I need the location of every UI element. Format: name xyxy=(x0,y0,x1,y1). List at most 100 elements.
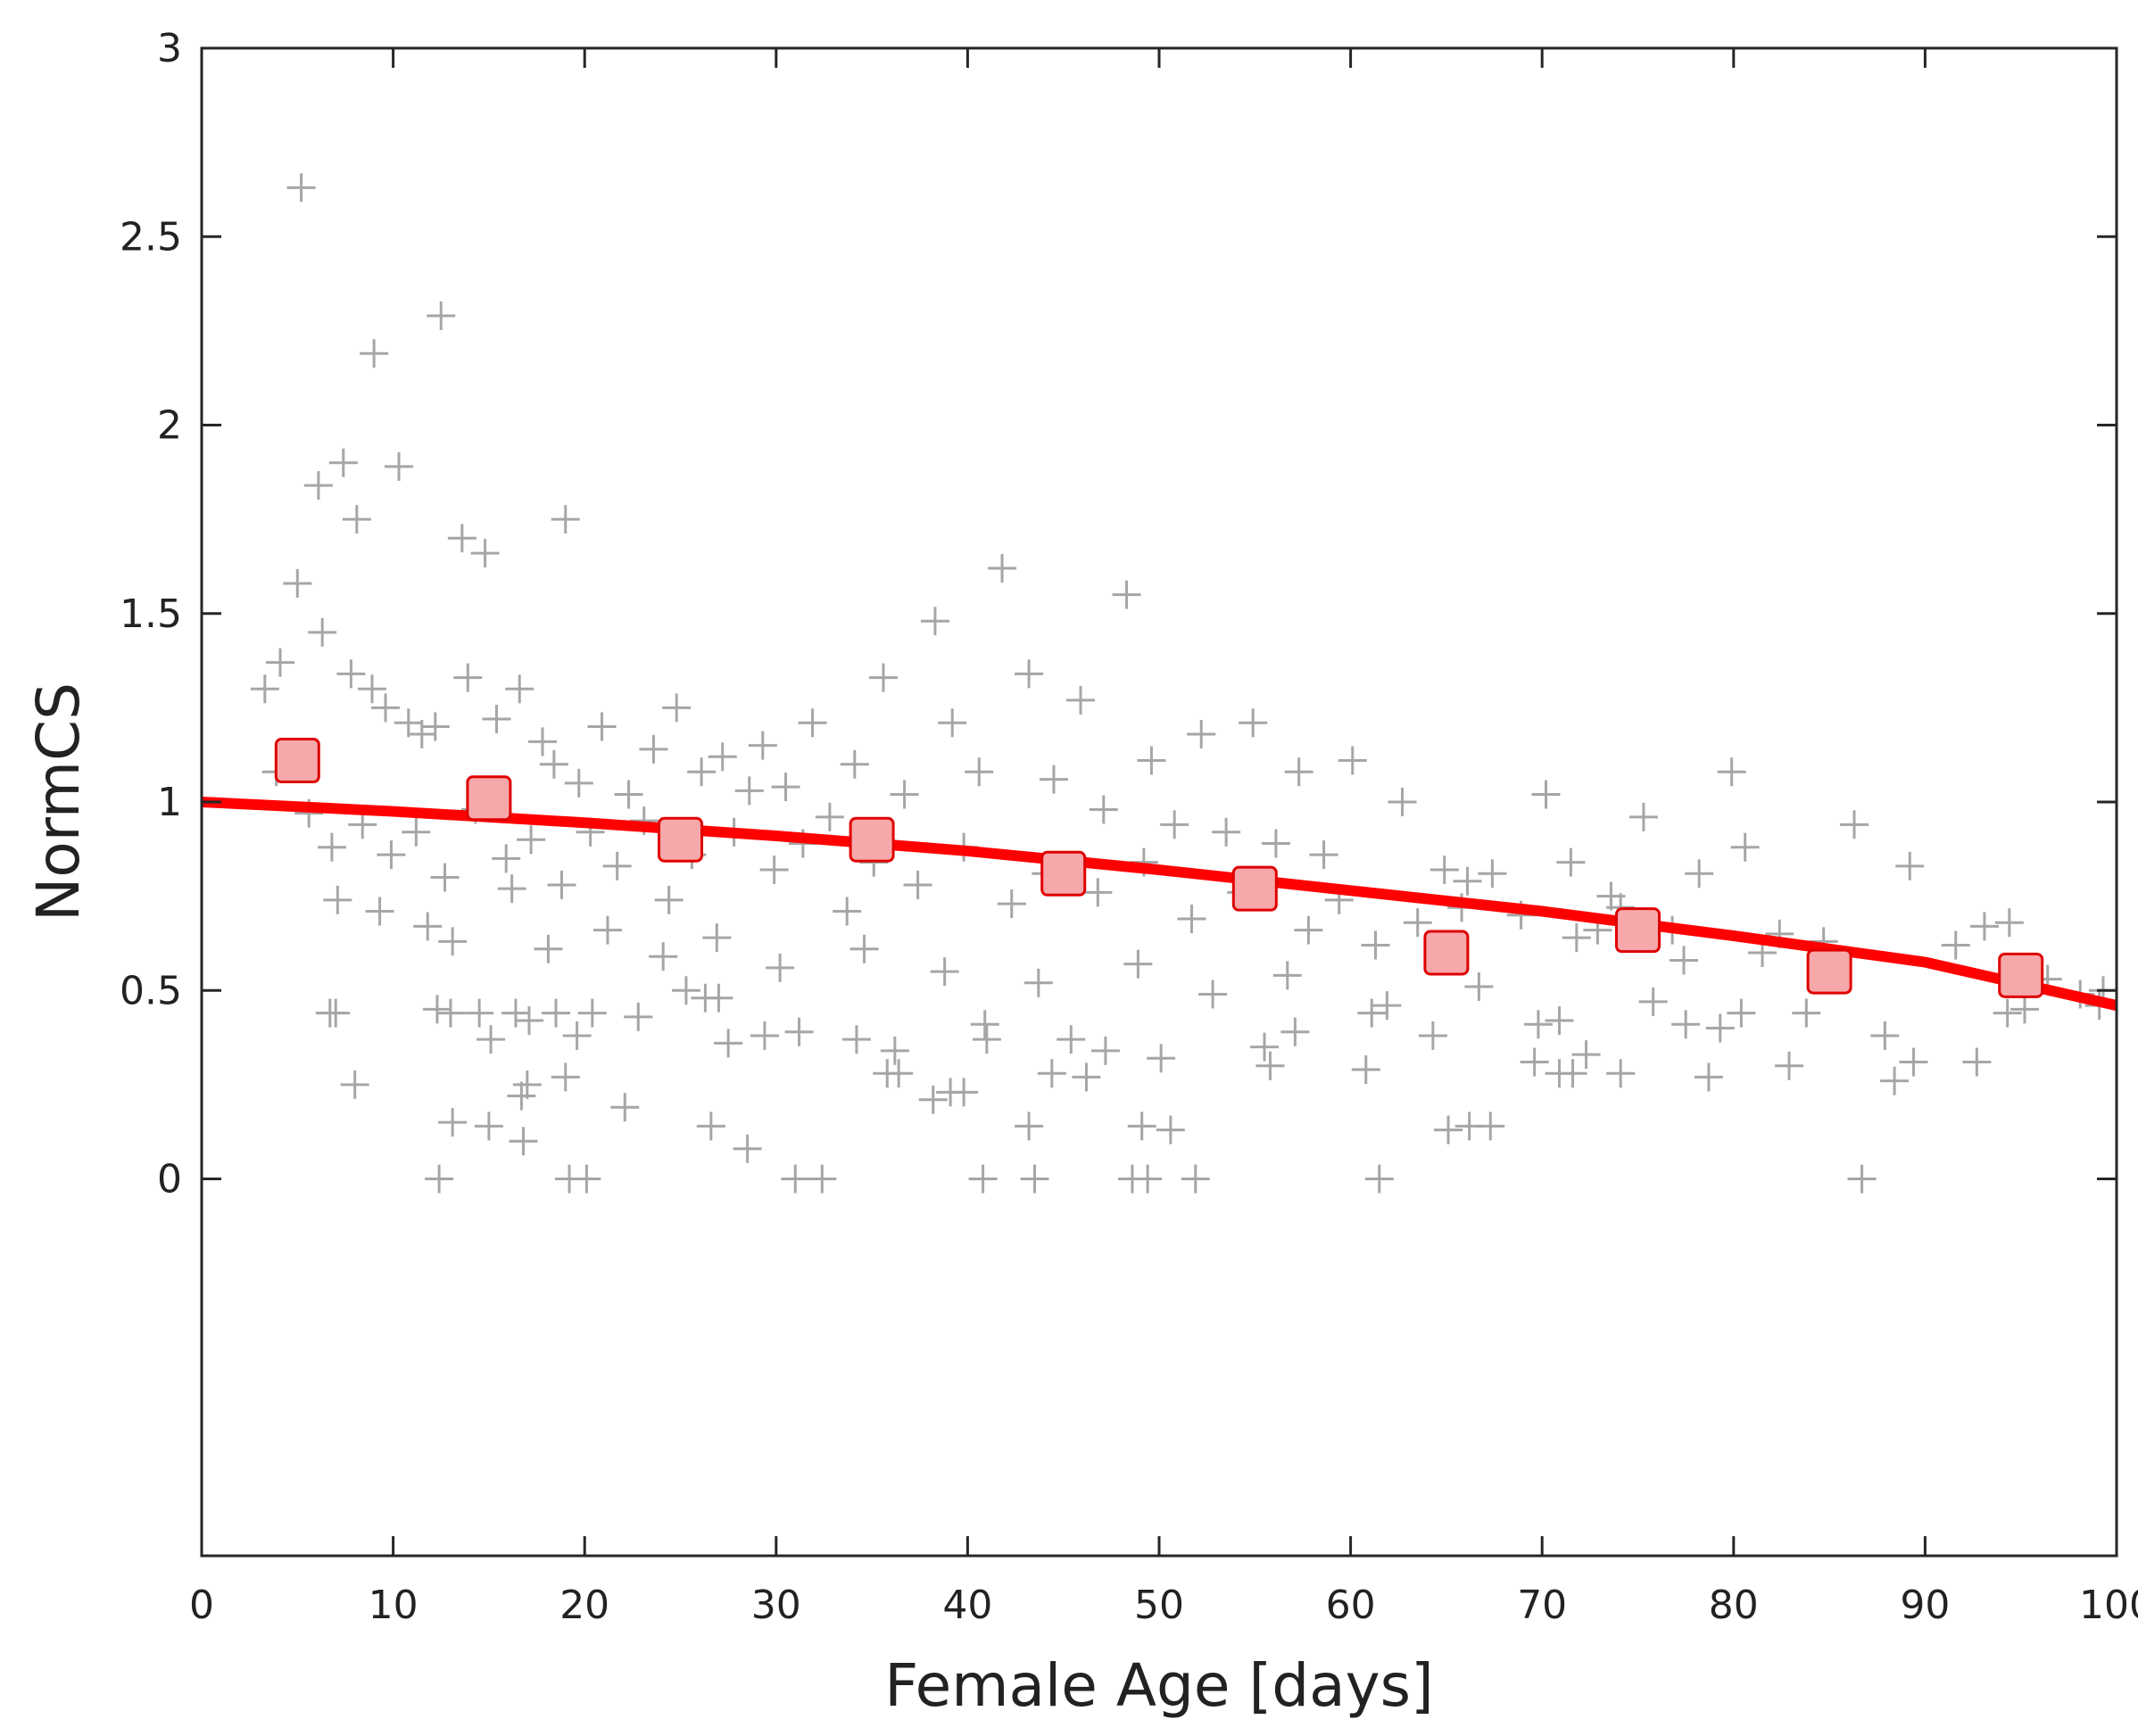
data-point xyxy=(840,749,869,779)
data-point xyxy=(1280,1017,1310,1046)
data-point xyxy=(385,451,414,481)
y-tick-label: 1.5 xyxy=(120,591,182,637)
data-point xyxy=(283,568,312,598)
data-point xyxy=(1020,1164,1049,1194)
data-point xyxy=(970,1010,999,1039)
data-point xyxy=(562,1021,592,1050)
data-point xyxy=(988,554,1017,583)
data-point xyxy=(1090,1036,1120,1065)
data-point xyxy=(884,1059,914,1088)
data-point xyxy=(702,923,732,953)
data-point xyxy=(1147,1044,1176,1073)
y-tick-label: 3 xyxy=(157,26,182,71)
data-point xyxy=(1272,961,1302,990)
data-point xyxy=(733,1134,762,1163)
data-point xyxy=(1717,757,1746,787)
bin-mean-marker xyxy=(1806,948,1852,995)
data-point xyxy=(1730,832,1760,862)
data-point xyxy=(1127,1112,1156,1141)
data-point xyxy=(649,942,678,971)
data-point xyxy=(394,708,423,738)
data-point xyxy=(938,708,967,738)
data-point xyxy=(447,524,476,553)
data-point xyxy=(654,885,684,914)
data-point xyxy=(420,712,450,741)
data-point xyxy=(1847,1164,1877,1194)
data-point xyxy=(671,976,700,1005)
data-point xyxy=(360,339,389,368)
data-point xyxy=(704,983,733,1013)
data-point xyxy=(1596,881,1626,911)
y-tick-label: 2.5 xyxy=(120,214,182,260)
data-point xyxy=(748,731,777,760)
data-point xyxy=(1556,847,1586,877)
x-tick-label: 10 xyxy=(369,1583,418,1628)
data-point xyxy=(1037,1059,1066,1088)
data-point xyxy=(425,1164,454,1194)
data-point xyxy=(808,1164,837,1194)
data-point xyxy=(438,1108,468,1137)
data-point xyxy=(1284,757,1313,787)
data-point xyxy=(1239,708,1268,738)
data-point xyxy=(903,870,932,899)
data-point xyxy=(1429,856,1459,885)
data-point xyxy=(265,648,294,677)
data-point xyxy=(497,874,526,904)
data-point xyxy=(798,708,827,738)
data-point xyxy=(430,863,460,892)
x-tick-label: 40 xyxy=(942,1583,992,1628)
data-point xyxy=(534,934,563,963)
data-point xyxy=(849,934,879,963)
data-point xyxy=(1057,1025,1086,1054)
data-point xyxy=(1478,859,1507,889)
data-point xyxy=(501,998,530,1028)
data-point xyxy=(1994,908,2024,938)
data-point xyxy=(1357,998,1387,1028)
data-point xyxy=(918,1085,948,1114)
bin-means xyxy=(274,738,2044,998)
bin-mean-marker xyxy=(658,816,703,863)
data-point xyxy=(551,505,580,534)
data-point xyxy=(407,719,436,748)
data-point xyxy=(1039,765,1068,794)
data-point xyxy=(308,617,337,647)
data-point xyxy=(1089,795,1118,824)
data-point xyxy=(551,1062,580,1092)
data-point xyxy=(997,889,1026,919)
data-point xyxy=(734,776,764,806)
bin-mean-marker xyxy=(274,738,320,784)
data-point xyxy=(602,851,632,880)
data-point xyxy=(1899,1047,1928,1077)
data-point xyxy=(422,995,452,1024)
data-point xyxy=(841,1025,871,1054)
data-point xyxy=(250,674,279,704)
data-point xyxy=(766,953,795,982)
y-tick-label: 0 xyxy=(157,1157,182,1203)
data-point xyxy=(1685,859,1714,889)
y-tick-label: 2 xyxy=(157,403,182,449)
data-point xyxy=(577,998,607,1028)
data-point xyxy=(968,1164,998,1194)
data-point xyxy=(1372,991,1402,1021)
bin-mean-marker xyxy=(1998,952,2044,998)
data-point xyxy=(1160,810,1189,839)
data-point xyxy=(593,915,622,945)
data-point xyxy=(474,1112,503,1141)
fit-line-group xyxy=(201,797,2118,1012)
y-tick-label: 0.5 xyxy=(120,968,182,1013)
data-point xyxy=(1638,987,1668,1016)
data-point xyxy=(1388,788,1417,816)
x-tick-label: 90 xyxy=(1900,1583,1950,1628)
data-point xyxy=(1705,1013,1735,1043)
data-point xyxy=(413,912,443,941)
data-point xyxy=(476,1025,506,1054)
data-point xyxy=(357,674,386,704)
data-point xyxy=(317,832,346,862)
data-point xyxy=(303,471,333,500)
data-point xyxy=(438,927,468,956)
data-point xyxy=(427,301,456,330)
data-point xyxy=(965,757,994,787)
data-point xyxy=(1261,829,1290,858)
data-point xyxy=(1969,912,1999,941)
data-point xyxy=(1338,746,1367,775)
